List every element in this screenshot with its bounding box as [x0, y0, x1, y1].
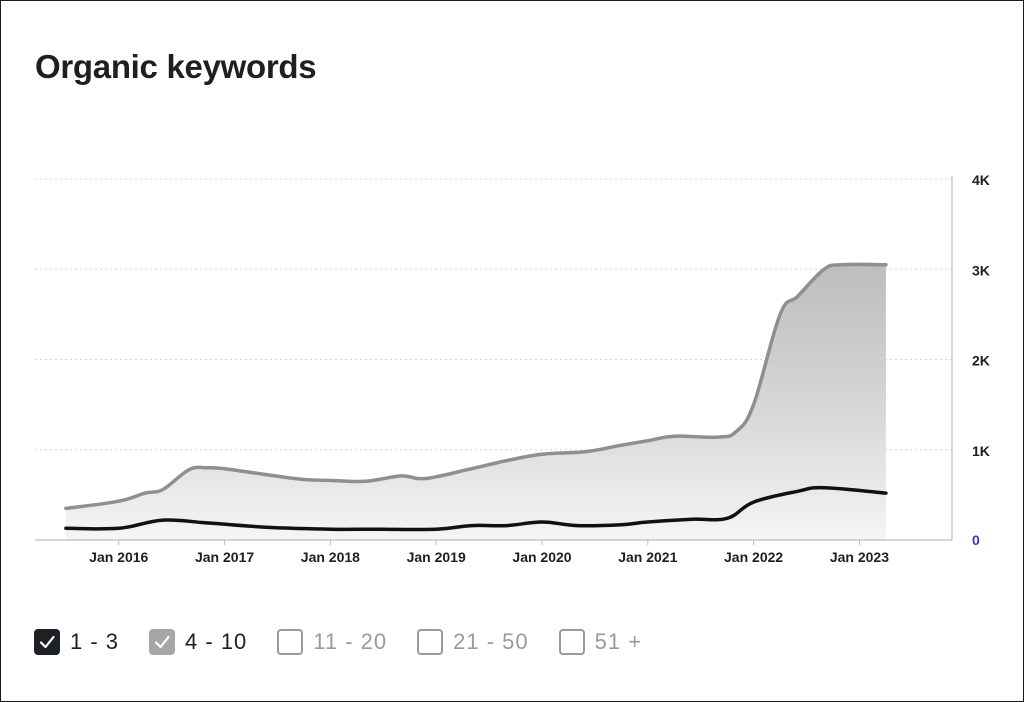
- x-tick-label: Jan 2017: [195, 549, 254, 565]
- legend-item-11-20[interactable]: 11 - 20: [277, 629, 387, 655]
- chart-title: Organic keywords: [35, 48, 317, 85]
- check-icon: [154, 635, 170, 649]
- checkbox-4-10[interactable]: [149, 629, 176, 655]
- checkbox-51-plus[interactable]: [558, 629, 585, 655]
- series-area-4-10: [65, 264, 886, 540]
- check-icon: [39, 635, 55, 649]
- x-tick-label: Jan 2021: [618, 549, 677, 565]
- y-tick-label: 2K: [972, 353, 990, 369]
- x-tick-label: Jan 2019: [407, 549, 466, 565]
- y-tick-label: 3K: [972, 262, 990, 278]
- legend-label-4-10: 4 - 10: [185, 629, 248, 654]
- series-line-1-3: [64, 485, 888, 532]
- series-line-4-10: [64, 262, 888, 511]
- legend-item-1-3[interactable]: 1 - 3: [34, 629, 119, 655]
- legend-item-51-plus[interactable]: 51 +: [558, 629, 643, 655]
- x-tick-label: Jan 2020: [512, 549, 571, 565]
- x-tick-label: Jan 2016: [89, 549, 148, 565]
- checkbox-11-20[interactable]: [277, 629, 304, 655]
- checkbox-1-3[interactable]: [34, 629, 60, 655]
- y-tick-label: 0: [972, 532, 980, 548]
- x-tick-label: Jan 2018: [301, 549, 360, 565]
- legend: 1 - 3 4 - 10 11 - 20 21 - 50 51 +: [34, 629, 672, 655]
- x-tick-label: Jan 2022: [724, 549, 783, 565]
- legend-label-11-20: 11 - 20: [313, 629, 388, 654]
- legend-item-4-10[interactable]: 4 - 10: [149, 629, 247, 655]
- x-tick-label: Jan 2023: [830, 549, 889, 565]
- legend-item-21-50[interactable]: 21 - 50: [417, 629, 529, 655]
- y-tick-label: 1K: [972, 443, 990, 459]
- legend-label-51-plus: 51 +: [594, 629, 643, 654]
- y-tick-label: 4K: [972, 172, 990, 188]
- legend-label-1-3: 1 - 3: [70, 629, 120, 654]
- legend-label-21-50: 21 - 50: [453, 629, 529, 654]
- checkbox-21-50[interactable]: [417, 629, 444, 655]
